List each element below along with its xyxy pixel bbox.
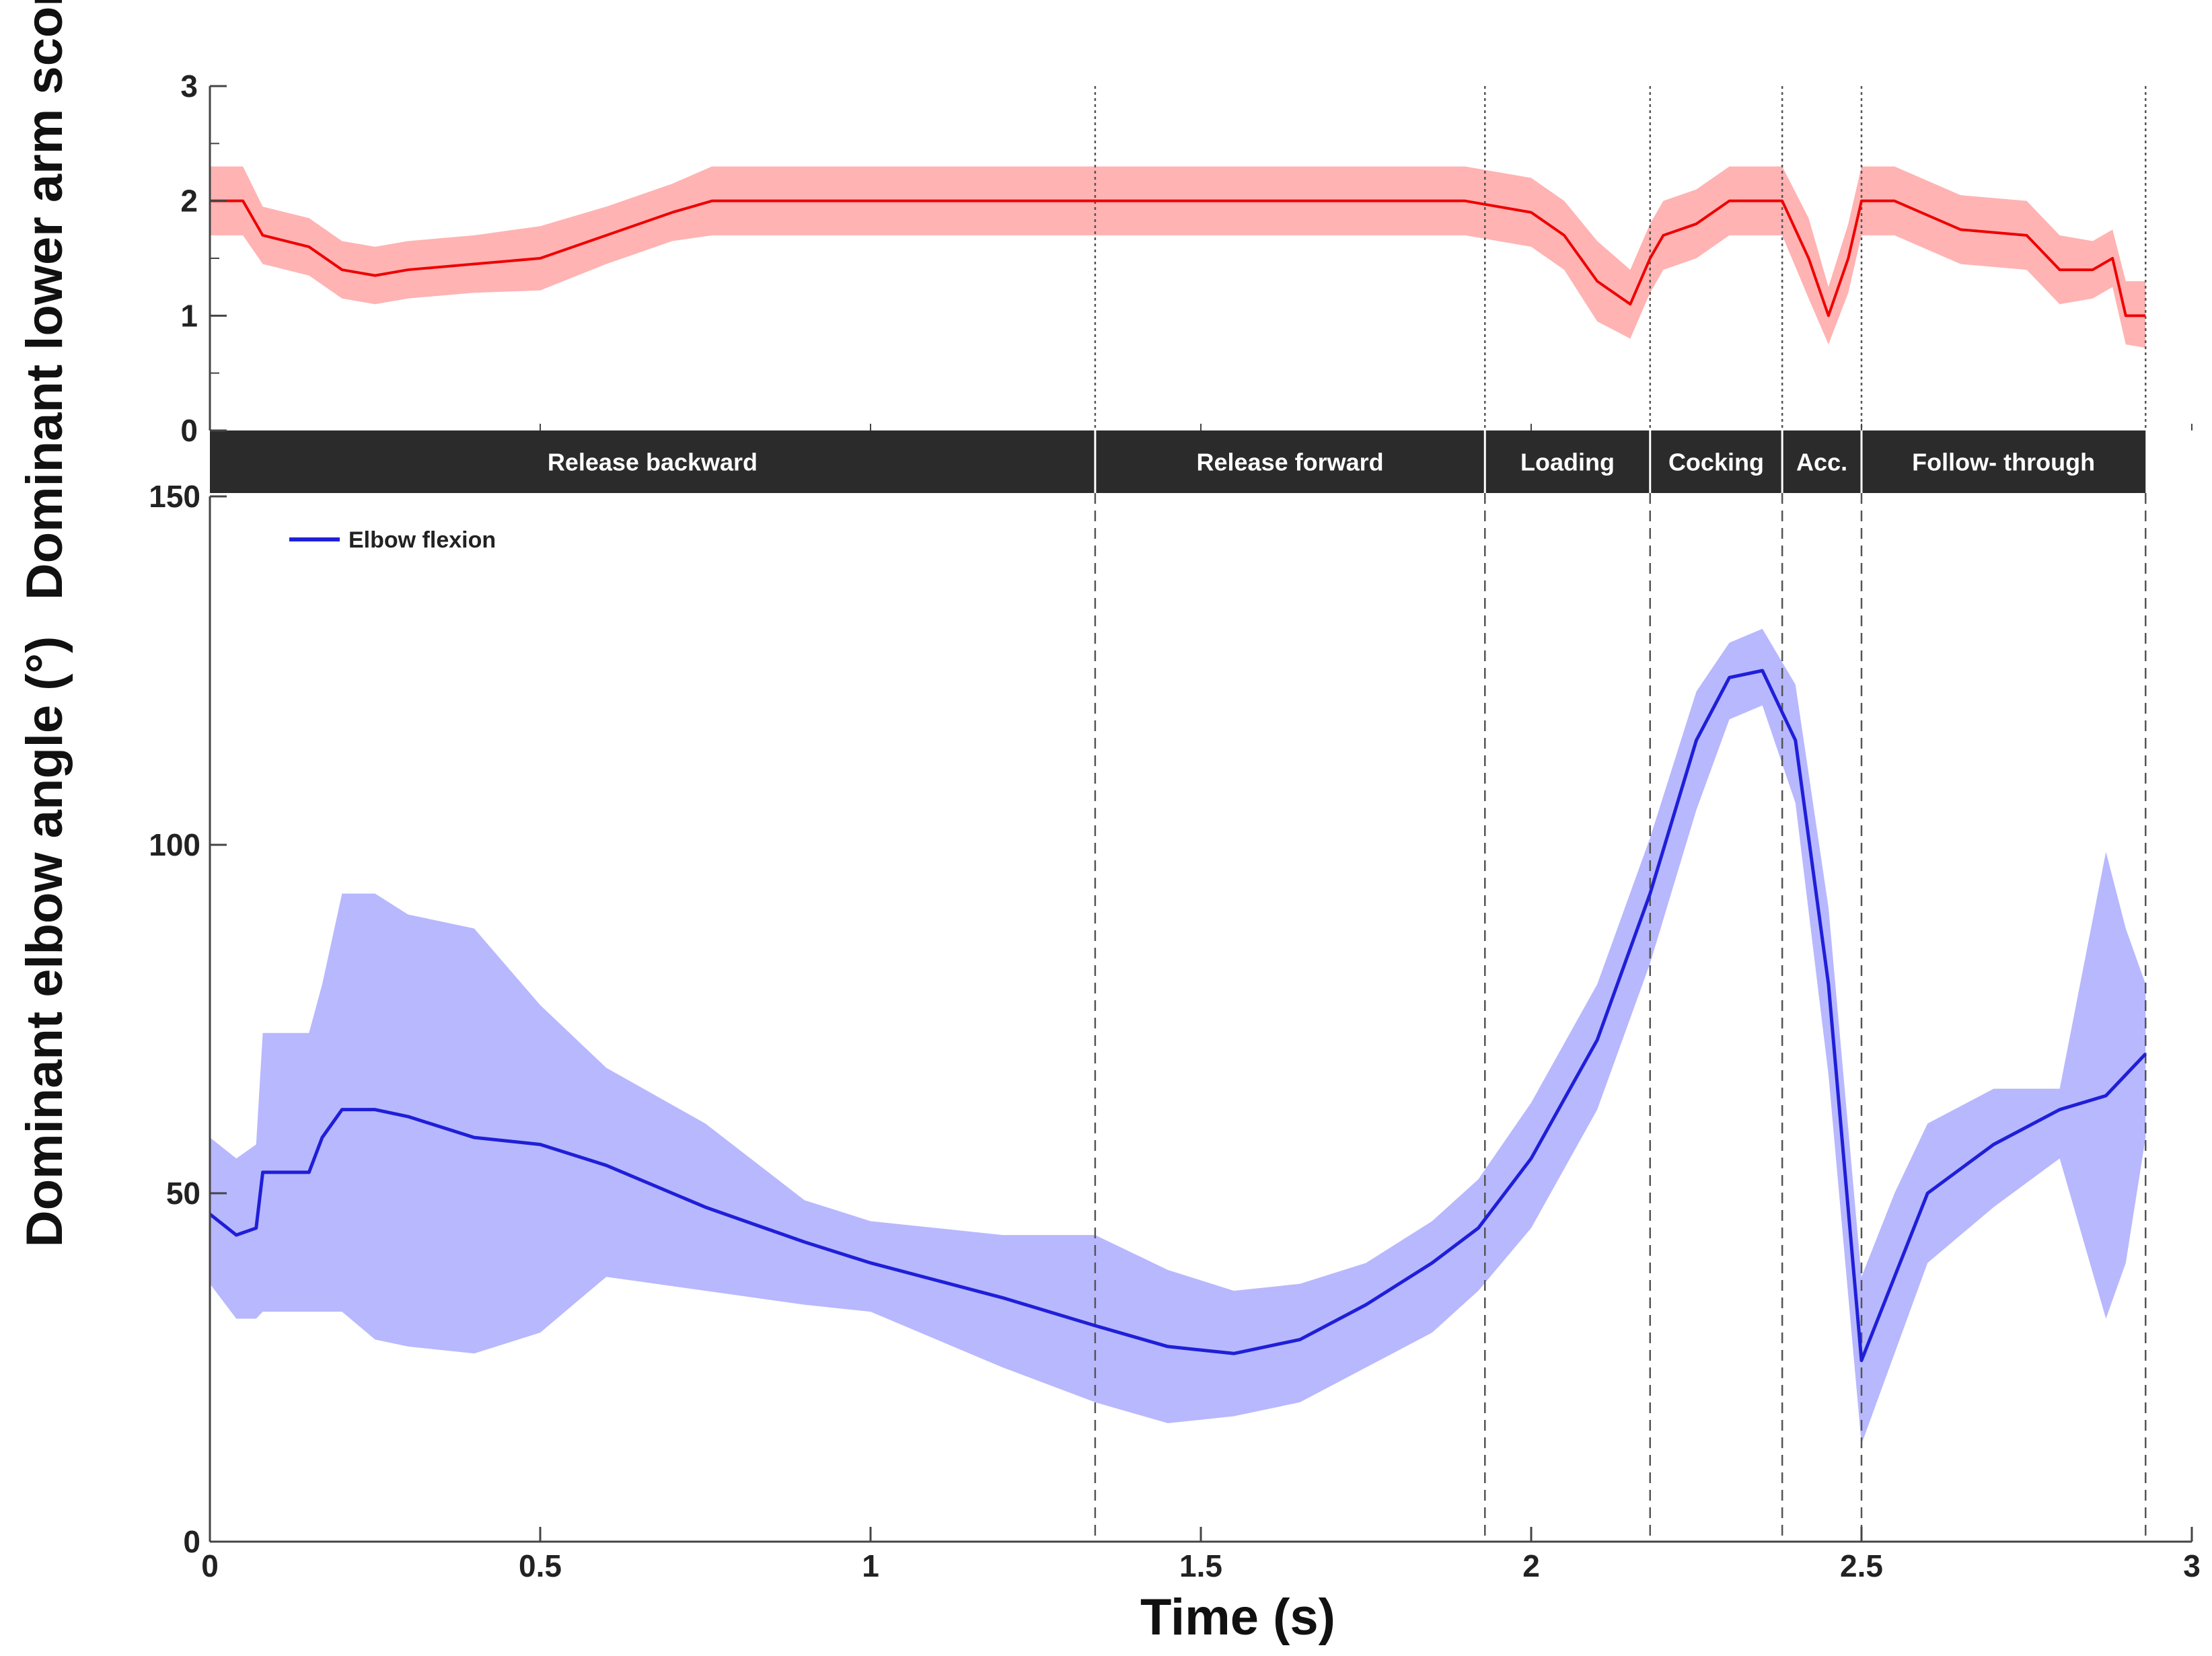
- legend-label: Elbow flexion: [348, 527, 496, 553]
- x-tick-label: 1.5: [1179, 1548, 1222, 1583]
- x-tick-label: 2.5: [1840, 1548, 1883, 1583]
- axes-layer: 0 1 2 3 0 50 100 150 0 0.5 1 1.5 2 2.5 3: [149, 69, 2201, 1583]
- x-tick-label: 0.5: [519, 1548, 562, 1583]
- top-y-axis-title: Dominant lower arm score: [16, 0, 73, 600]
- phase-bar: Release backward Release forward Loading Co…: [210, 430, 2146, 493]
- top-y-tick-label: 3: [180, 69, 198, 104]
- x-axis-title: Time (s): [1140, 1589, 1335, 1646]
- x-tick-label: 2: [1522, 1548, 1540, 1583]
- bottom-sd-band: [210, 628, 2146, 1444]
- top-y-tick-label: 1: [180, 298, 198, 333]
- bottom-mean-line: [209, 669, 2147, 1363]
- top-band-layer: [210, 166, 2146, 348]
- phase-label: Release backward: [548, 449, 758, 476]
- bottom-band-layer: [210, 628, 2146, 1444]
- bottom-y-tick-label: 0: [183, 1524, 200, 1559]
- top-mean-line: [210, 199, 2146, 317]
- phase-label: Release forward: [1197, 449, 1384, 476]
- bottom-y-axis-title: Dominant elbow angle (°): [16, 636, 73, 1248]
- top-sd-band: [210, 166, 2146, 348]
- phase-label: Loading: [1520, 449, 1615, 476]
- bottom-y-tick-label: 50: [166, 1176, 200, 1211]
- bottom-line-layer: [209, 669, 2147, 1363]
- top-line-layer: [210, 199, 2146, 317]
- phase-bar-background: [210, 430, 2146, 493]
- phase-label: Follow- through: [1912, 449, 2095, 476]
- bottom-y-tick-label: 150: [149, 479, 200, 514]
- bottom-y-tick-label: 100: [149, 827, 200, 862]
- top-y-tick-label: 2: [180, 184, 198, 219]
- x-tick-label: 3: [2183, 1548, 2201, 1583]
- phase-label: Acc.: [1796, 449, 1847, 476]
- x-tick-label: 0: [201, 1548, 219, 1583]
- phase-divider-layer: [1094, 86, 2147, 1542]
- x-tick-label: 1: [862, 1548, 879, 1583]
- top-y-tick-label: 0: [180, 413, 198, 448]
- phase-label: Cocking: [1668, 449, 1764, 476]
- legend: Elbow flexion: [289, 527, 496, 553]
